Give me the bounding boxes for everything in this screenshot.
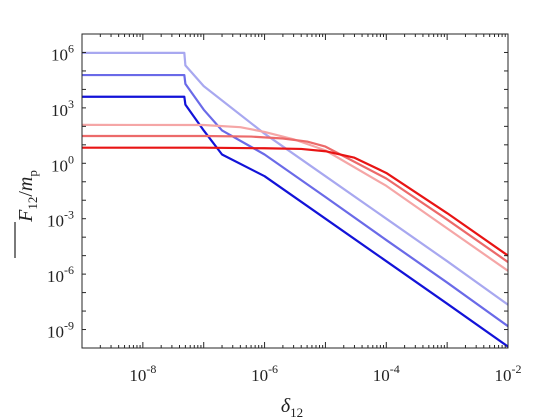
y-tick-label: 103 (51, 97, 74, 120)
x-tick-label: 10-4 (373, 362, 400, 385)
y-axis-title-sub2: p (25, 170, 40, 177)
plot-frame (81, 33, 509, 349)
series-line-1 (82, 51, 508, 306)
y-axis-title: F12/mp (14, 170, 40, 258)
series-layer (82, 51, 508, 348)
x-axis-title: δ12 (281, 395, 303, 420)
series-line-5 (82, 134, 508, 263)
series-line-6 (82, 146, 508, 257)
y-tick-label: 106 (51, 41, 74, 64)
svg-text:F12/mp: F12/mp (15, 170, 40, 223)
y-axis-title-main2: m (15, 177, 37, 191)
axes-layer: 10-8 10-6 10-4 10-2 106 103 100 10-3 10-6 10-9 (47, 33, 522, 385)
y-tick-label: 10-3 (47, 208, 74, 231)
x-tick-label: 10-6 (251, 362, 278, 385)
y-tick-label: 10-6 (47, 263, 74, 286)
y-axis-title-sub: 12 (25, 197, 40, 210)
x-tick-label: 10-8 (129, 362, 156, 385)
x-axis-title-main: δ (281, 395, 291, 417)
x-axis-title-sub: 12 (290, 405, 303, 420)
y-axis-title-sep: / (15, 191, 37, 197)
series-line-3 (82, 95, 508, 348)
series-line-2 (82, 73, 508, 328)
y-tick-label: 10-9 (47, 319, 74, 342)
y-axis-title-main: F (15, 209, 37, 223)
y-tick-label: 100 (51, 152, 74, 175)
x-tick-label: 10-2 (495, 362, 522, 385)
